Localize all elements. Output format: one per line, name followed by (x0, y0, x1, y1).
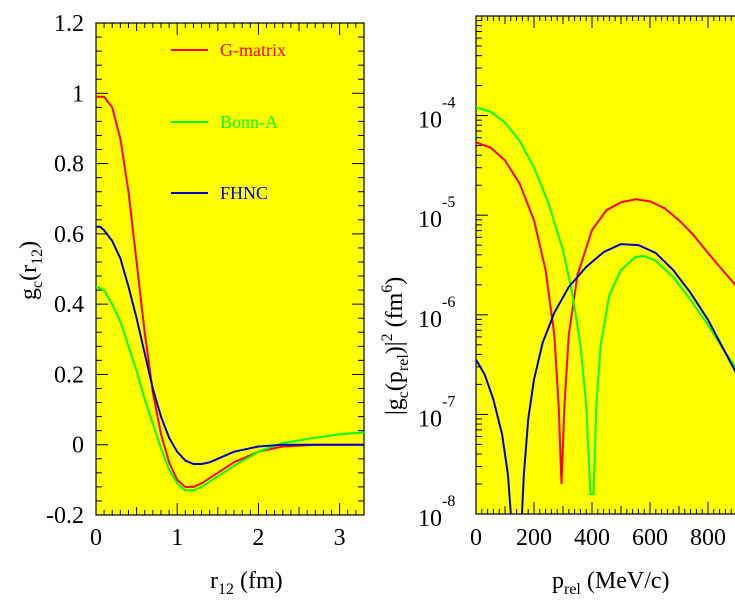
left-x-tick-labels: 0 1 2 3 (90, 525, 346, 551)
left-y-tick-label: 0.2 (54, 362, 84, 388)
legend-label-g-matrix: G-matrix (220, 40, 286, 60)
left-y-tick-label: 0.6 (54, 222, 84, 248)
right-series-fhnc (476, 243, 735, 514)
right-series-bonn-a (476, 106, 735, 496)
right-x-tick-label: 800 (690, 525, 726, 551)
right-chart: 0 200 400 600 800 10-4 10-5 10-6 10-7 10-8 prel … (379, 15, 735, 598)
right-y-axis-label: |gc(prel)|2 (fm6) (379, 277, 412, 415)
left-series-lines (95, 95, 365, 492)
right-series-g-matrix (476, 141, 735, 485)
left-series-fhnc (96, 225, 364, 465)
left-plot-area (95, 22, 365, 516)
left-y-tick-label: 0 (72, 433, 84, 459)
left-series-g-matrix (96, 95, 364, 488)
legend-label-bonn-a: Bonn-A (220, 112, 278, 132)
right-x-tick-labels: 0 200 400 600 800 (470, 525, 726, 551)
right-series-lines (476, 106, 735, 514)
right-x-tick-label: 200 (516, 525, 552, 551)
right-y-tick-label: 10-8 (418, 493, 455, 532)
left-axis-ticks (95, 22, 365, 516)
left-y-tick-label: 1 (72, 81, 84, 107)
left-x-axis-label: r12 (fm) (210, 568, 283, 598)
left-y-tick-label: 0.4 (54, 292, 84, 318)
left-y-axis-label: gc(r12) (16, 241, 46, 300)
right-y-tick-label: 10-7 (418, 393, 455, 432)
right-y-tick-label: 10-5 (418, 194, 455, 233)
right-y-tick-label: 10-4 (418, 95, 455, 134)
right-x-tick-label: 600 (632, 525, 668, 551)
right-axis-ticks (475, 15, 732, 515)
left-y-tick-label: 0.8 (54, 152, 84, 178)
left-x-tick-label: 3 (334, 525, 346, 551)
right-y-tick-label: 10-6 (418, 294, 455, 333)
right-x-tick-label: 400 (574, 525, 610, 551)
left-y-tick-label: 1.2 (54, 11, 84, 37)
right-x-tick-label: 0 (470, 525, 482, 551)
left-x-tick-label: 2 (252, 525, 264, 551)
legend-label-fhnc: FHNC (220, 183, 268, 203)
right-plot-area (475, 15, 735, 515)
left-x-tick-label: 1 (171, 525, 183, 551)
right-y-tick-labels: 10-4 10-5 10-6 10-7 10-8 (418, 95, 455, 532)
left-y-tick-label: -0.2 (46, 503, 84, 529)
left-x-tick-label: 0 (90, 525, 102, 551)
right-x-axis-label: prel (MeV/c) (552, 568, 670, 598)
legend: G-matrix Bonn-A FHNC (171, 40, 286, 203)
left-y-tick-labels: -0.2 0 0.2 0.4 0.6 0.8 1 1.2 (46, 11, 84, 529)
